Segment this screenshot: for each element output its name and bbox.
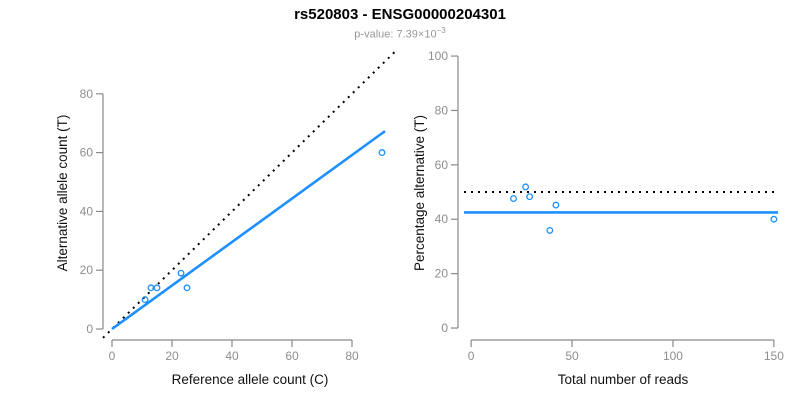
x-axis-title: Reference allele count (C)	[172, 372, 329, 387]
x-tick-label: 100	[663, 349, 683, 363]
fit-line	[111, 130, 386, 331]
x-tick-label: 50	[565, 349, 579, 363]
y-axis-title: Alternative allele count (T)	[55, 115, 70, 272]
y-tick-label: 60	[435, 158, 449, 172]
data-point	[552, 201, 560, 209]
x-tick-label: 40	[225, 349, 239, 363]
data-point	[510, 195, 517, 203]
identity-line	[102, 48, 398, 339]
y-tick-label: 0	[441, 321, 448, 335]
allele-count-plot: 0 20 40 60 80 0 20 40 60 80 Reference allele count…	[55, 48, 398, 387]
data-point	[378, 149, 386, 157]
figure-subtitle: p-value: 7.39×10−3	[0, 26, 800, 41]
data-point	[141, 296, 149, 304]
x-tick-label: 80	[345, 349, 359, 363]
x-tick-label: 150	[764, 349, 784, 363]
x-tick-label: 60	[285, 349, 299, 363]
y-tick-label: 20	[435, 267, 449, 281]
data-point	[177, 269, 185, 277]
x-tick-label: 0	[109, 349, 116, 363]
y-tick-label: 40	[80, 204, 94, 218]
y-tick-label: 100	[428, 49, 448, 63]
data-point	[522, 183, 530, 191]
pvalue-exponent: −3	[436, 26, 446, 35]
y-tick-label: 0	[86, 322, 93, 336]
y-tick-label: 40	[435, 212, 449, 226]
y-tick-label: 20	[80, 263, 94, 277]
figure-title: rs520803 - ENSG00000204301	[294, 6, 506, 23]
y-tick-label: 80	[435, 103, 449, 117]
data-point	[770, 215, 778, 223]
data-point	[546, 226, 554, 234]
percentage-plot: 0 50 100 150 0 20 40 60 80 100 Total number of rea…	[412, 49, 784, 387]
y-axis-title: Percentage alternative (T)	[412, 115, 427, 271]
y-tick-label: 60	[80, 146, 94, 160]
pvalue-text: p-value: 7.39×10	[354, 28, 437, 41]
x-tick-label: 0	[468, 349, 475, 363]
x-tick-label: 20	[165, 349, 179, 363]
y-tick-label: 80	[80, 87, 94, 101]
data-point	[153, 284, 161, 292]
data-point	[183, 284, 191, 292]
x-axis-title: Total number of reads	[558, 372, 689, 387]
data-point	[526, 193, 534, 201]
